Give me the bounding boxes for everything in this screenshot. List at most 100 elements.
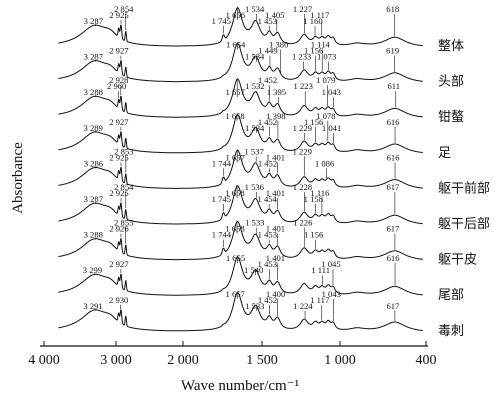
peak-label: 1 449 [258, 46, 277, 56]
peak-label: 2 854 [114, 4, 134, 14]
peak-label: 1 045 [321, 259, 340, 269]
peak-label: 1 229 [293, 146, 312, 156]
peak-label: 616 [387, 253, 401, 263]
peak-label: 617 [386, 182, 400, 192]
peak-label: 1 654 [226, 40, 246, 50]
peak-label: 1 744 [212, 230, 232, 240]
spectrum-trace [58, 43, 423, 83]
peak-label: 1 400 [266, 289, 285, 299]
spectrum-trace [58, 78, 423, 118]
peak-label: 2 854 [114, 182, 134, 192]
spectrum-trace [58, 221, 423, 261]
peak-label: 1 160 [303, 16, 322, 26]
peak-label: 1 227 [293, 4, 313, 14]
peak-label: 3 299 [83, 265, 102, 275]
peak-label: 1 401 [266, 224, 285, 234]
x-tick-label: 2 000 [167, 353, 199, 368]
spectrum-trace [58, 256, 423, 296]
peak-label: 1 533 [245, 301, 264, 311]
x-tick-label: 1 000 [324, 353, 356, 368]
peak-label: 1 114 [311, 40, 331, 50]
spectrum-trace [58, 114, 423, 154]
peak-label: 2 930 [109, 295, 128, 305]
peak-label: 1 534 [245, 123, 265, 133]
spectrum-trace [58, 7, 423, 47]
peak-label: 1 658 [225, 111, 244, 121]
peak-label: 1 224 [293, 301, 313, 311]
peak-label: 1 156 [304, 117, 324, 127]
peak-label: 616 [387, 117, 401, 127]
sample-part-label: 头部 [438, 74, 464, 89]
peak-label: 3 287 [84, 194, 104, 204]
peak-label: 1 401 [266, 152, 285, 162]
peak-label: 1 657 [226, 289, 246, 299]
sample-part-label: 躯干皮 [438, 252, 477, 267]
peak-label: 1 079 [316, 75, 335, 85]
spectrum-trace [58, 292, 423, 332]
peak-label: 1 117 [310, 295, 330, 305]
peak-label: 1 111 [311, 265, 330, 275]
peak-label: 1 401 [266, 253, 285, 263]
sample-part-label: 钳螯 [438, 109, 464, 124]
peak-label: 1 744 [212, 158, 232, 168]
peak-label: 1 536 [245, 182, 265, 192]
sample-part-label: 整体 [438, 38, 464, 53]
peak-label: 1 156 [304, 46, 324, 56]
peak-label: 2 928 [109, 75, 128, 85]
peak-label: 3 291 [83, 301, 102, 311]
peak-label: 2 853 [114, 146, 133, 156]
peak-label: 3 287 [84, 16, 104, 26]
peak-label: 1 158 [304, 194, 323, 204]
peak-label: 3 288 [84, 230, 103, 240]
x-tick-label: 4 000 [28, 353, 60, 368]
peak-label: 1 453 [258, 16, 277, 26]
peak-label: 1 398 [266, 111, 285, 121]
x-tick-label: 3 000 [100, 353, 132, 368]
x-tick-label: 1 500 [246, 353, 278, 368]
peak-label: 1 657 [226, 152, 246, 162]
peak-label: 618 [386, 4, 399, 14]
peak-label: 1 401 [266, 188, 285, 198]
peak-label: 1 452 [258, 158, 277, 168]
peak-label: 1 405 [265, 10, 284, 20]
axes: Absorbance Wave number/cm⁻¹ [10, 142, 428, 394]
peak-label: 617 [386, 224, 400, 234]
peak-label: 1 533 [245, 218, 264, 228]
peak-label: 1 657 [226, 87, 246, 97]
x-axis-label: Wave number/cm⁻¹ [181, 378, 299, 394]
peak-label: 1 454 [258, 194, 278, 204]
y-axis-label: Absorbance [10, 142, 26, 214]
peak-label: 1 156 [304, 230, 324, 240]
peak-label: 3 286 [84, 158, 104, 168]
sample-part-label: 躯干后部 [438, 216, 490, 231]
peak-label: 2 927 [109, 259, 129, 269]
peak-label: 1 078 [316, 111, 335, 121]
peak-label: 3 289 [84, 123, 103, 133]
peak-label: 1 043 [322, 87, 341, 97]
peak-label: 1 452 [258, 295, 277, 305]
peak-label: 3 288 [84, 87, 103, 97]
spectra-traces [58, 7, 423, 332]
sample-part-label: 躯干前部 [438, 180, 490, 195]
peak-label: 1 228 [293, 182, 312, 192]
peak-label: 1 745 [212, 16, 231, 26]
peak-label: 1 233 [292, 52, 311, 62]
peak-label: 1 534 [245, 4, 265, 14]
peak-label: 1 658 [225, 224, 244, 234]
peak-label: 2 927 [109, 46, 129, 56]
peak-label: 617 [386, 301, 400, 311]
sample-part-label: 毒刺 [438, 323, 464, 338]
peak-label: 616 [387, 152, 401, 162]
peak-label: 2 855 [114, 218, 133, 228]
peak-label: 1 041 [322, 123, 341, 133]
peak-label: 1 534 [245, 52, 265, 62]
peak-label: 1 452 [258, 75, 277, 85]
peak-label: 1 656 [226, 10, 246, 20]
peak-label: 1 453 [258, 259, 277, 269]
peak-label: 1 086 [315, 158, 335, 168]
x-ticks: 4 000 3 000 2 000 1 500 1 000 400 [28, 341, 437, 368]
